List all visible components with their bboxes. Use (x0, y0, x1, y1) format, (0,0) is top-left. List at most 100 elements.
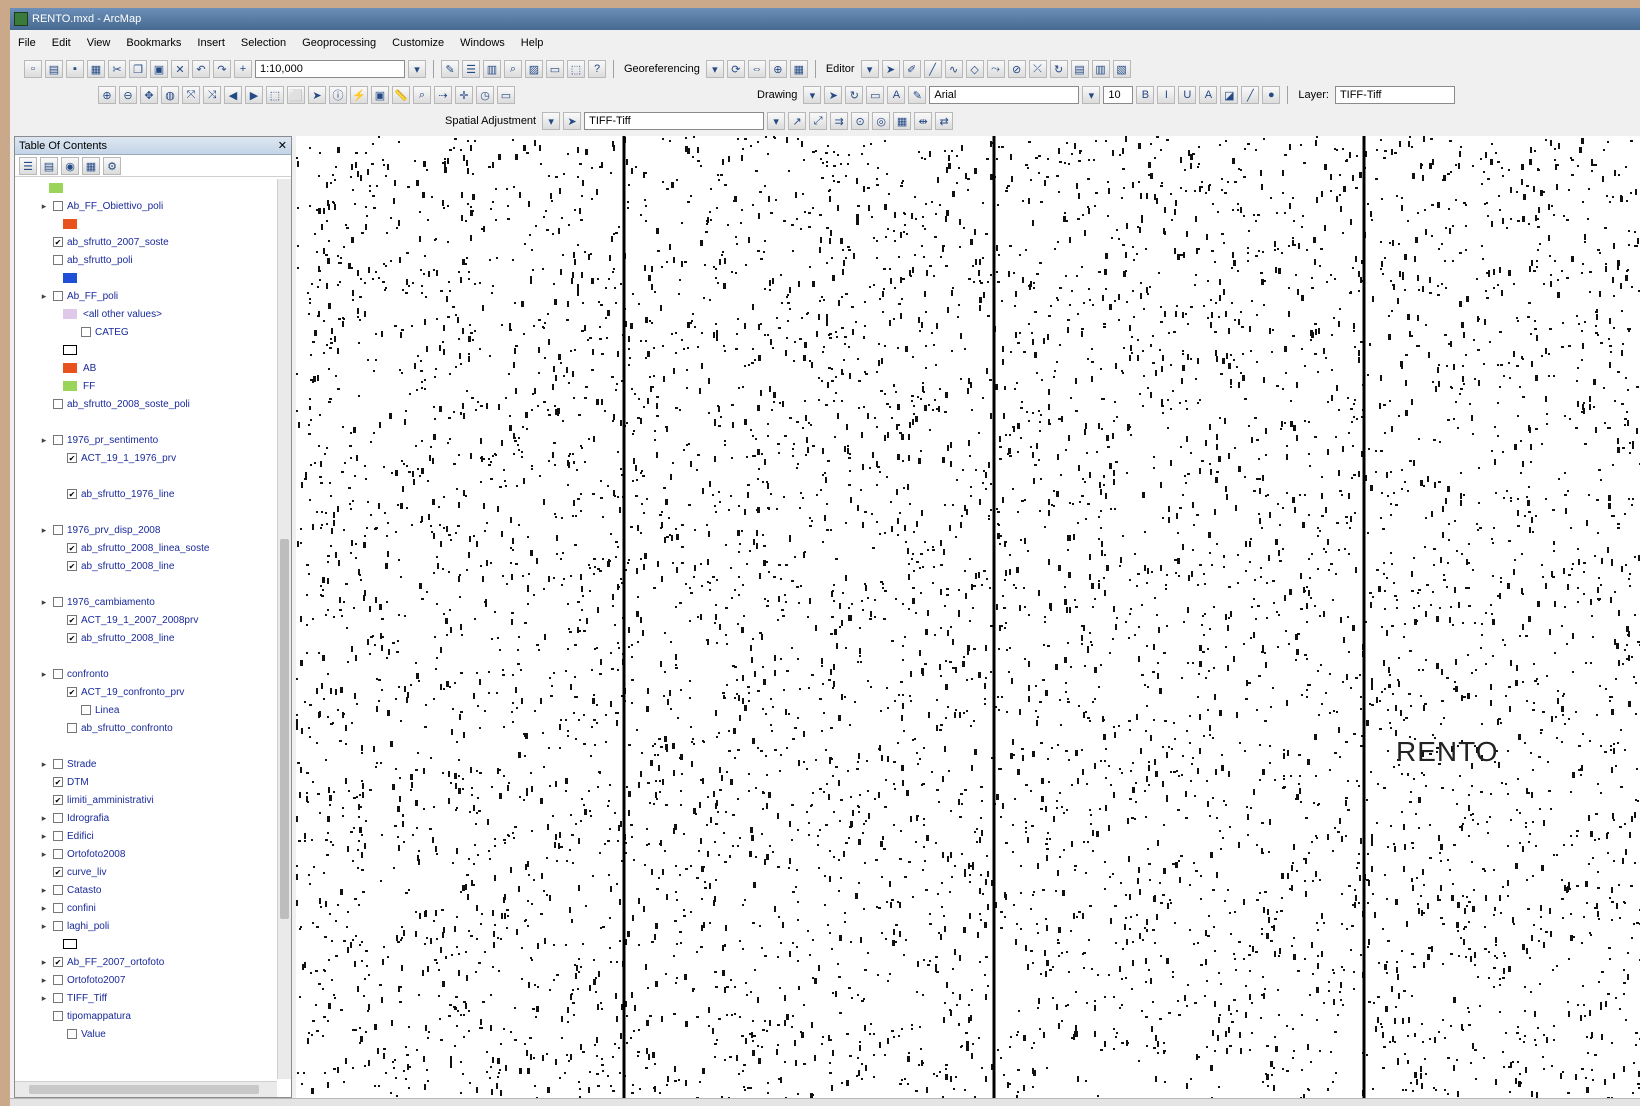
toc-layer-row[interactable]: ▸ Catasto (15, 881, 277, 899)
chevron-down-icon[interactable]: ▾ (705, 60, 724, 78)
layer-visibility-checkbox[interactable] (53, 255, 63, 265)
whats-this-icon[interactable]: ? (588, 60, 606, 78)
toc-layer-row[interactable]: ▸ 1976_pr_sentimento (15, 431, 277, 449)
add-data-icon[interactable]: + (234, 60, 252, 78)
layer-name[interactable]: CATEG (95, 326, 129, 338)
layer-name[interactable]: curve_liv (67, 866, 107, 878)
layer-visibility-checkbox[interactable]: ✔ (67, 615, 77, 625)
toc-layer-row[interactable]: ▸ Strade (15, 755, 277, 773)
attributes-icon[interactable]: ▤ (1070, 60, 1089, 78)
toc-layer-row[interactable]: ▸ ✔ Ab_FF_2007_ortofoto (15, 953, 277, 971)
identify-icon[interactable]: ⓘ (329, 86, 347, 104)
identity-link-icon[interactable]: ⊙ (851, 112, 870, 130)
layer-visibility-checkbox[interactable]: ✔ (53, 795, 63, 805)
toc-layer-row[interactable]: ✔ ab_sfrutto_2008_line (15, 557, 277, 575)
drawing-menu-label[interactable]: Drawing (757, 89, 798, 101)
clear-selection-icon[interactable]: ⬜ (287, 86, 305, 104)
chevron-down-icon[interactable]: ▾ (767, 112, 786, 130)
limited-adjustment-icon[interactable]: ◎ (872, 112, 891, 130)
select-elements-icon[interactable]: ➤ (824, 86, 843, 104)
view-link-table-icon[interactable]: ▦ (893, 112, 912, 130)
list-by-source-icon[interactable]: ▤ (40, 157, 58, 175)
toc-layer-row[interactable]: ▸ laghi_poli (15, 917, 277, 935)
bold-icon[interactable]: B (1136, 86, 1155, 104)
find-icon[interactable]: ⌕ (413, 86, 431, 104)
layer-visibility-checkbox[interactable]: ✔ (67, 453, 77, 463)
layer-visibility-checkbox[interactable] (53, 1011, 63, 1021)
expand-toggle-icon[interactable]: ▸ (41, 920, 47, 931)
layer-combo[interactable]: TIFF-Tiff (1334, 86, 1455, 104)
toc-layer-row[interactable]: ab_sfrutto_confronto (15, 719, 277, 737)
find-route-icon[interactable]: ⇢ (434, 86, 452, 104)
cut-polygons-icon[interactable]: ⊘ (1007, 60, 1026, 78)
hyperlink-icon[interactable]: ⚡ (350, 86, 368, 104)
chevron-down-icon[interactable]: ▾ (542, 112, 561, 130)
layer-name[interactable]: confronto (67, 668, 109, 680)
layer-visibility-checkbox[interactable]: ✔ (67, 543, 77, 553)
italic-icon[interactable]: I (1157, 86, 1176, 104)
toc-layer-row[interactable]: ▸ Idrografia (15, 809, 277, 827)
toc-layer-row[interactable]: FF (15, 377, 277, 395)
modify-link-icon[interactable]: ⤢ (809, 112, 828, 130)
editor-toolbar-icon[interactable]: ✎ (441, 60, 459, 78)
toc-layer-row[interactable]: ab_sfrutto_2008_soste_poli (15, 395, 277, 413)
toc-layer-row[interactable]: ✔ ACT_19_1_1976_prv (15, 449, 277, 467)
layer-visibility-checkbox[interactable] (53, 525, 63, 535)
layer-visibility-checkbox[interactable] (53, 399, 63, 409)
toc-layer-row[interactable] (15, 269, 277, 287)
print-icon[interactable]: ▦ (87, 60, 105, 78)
list-by-drawing-order-icon[interactable]: ☰ (19, 157, 37, 175)
layer-name[interactable]: ACT_19_confronto_prv (81, 686, 185, 698)
chevron-down-icon[interactable]: ▾ (860, 60, 879, 78)
layer-visibility-checkbox[interactable]: ✔ (53, 867, 63, 877)
menu-view[interactable]: View (86, 37, 111, 49)
layer-visibility-checkbox[interactable] (53, 597, 63, 607)
underline-icon[interactable]: U (1178, 86, 1197, 104)
list-by-selection-icon[interactable]: ▦ (82, 157, 100, 175)
chevron-down-icon[interactable]: ▾ (1082, 86, 1101, 104)
expand-toggle-icon[interactable]: ▸ (41, 434, 47, 445)
layer-name[interactable]: 1976_prv_disp_2008 (67, 524, 161, 536)
toc-layer-row[interactable] (15, 935, 277, 953)
back-extent-icon[interactable]: ◀ (224, 86, 242, 104)
edge-match-icon[interactable]: ⇹ (914, 112, 933, 130)
toc-vertical-scrollbar[interactable] (277, 179, 291, 1079)
expand-toggle-icon[interactable]: ▸ (41, 902, 47, 913)
create-features-icon[interactable]: ▧ (1112, 60, 1131, 78)
map-scale-combo[interactable]: 1:10,000 (255, 60, 405, 78)
layer-name[interactable]: Ab_FF_Obiettivo_poli (67, 200, 164, 212)
layer-name[interactable]: Catasto (67, 884, 102, 896)
layer-name[interactable]: TIFF_Tiff (67, 992, 107, 1004)
toc-layer-row[interactable]: ▸ confini (15, 899, 277, 917)
menu-customize[interactable]: Customize (392, 37, 445, 49)
layer-visibility-checkbox[interactable] (53, 201, 63, 211)
expand-toggle-icon[interactable]: ▸ (41, 974, 47, 985)
layer-name[interactable]: Edifici (67, 830, 94, 842)
rectangle-icon[interactable]: ▭ (866, 86, 885, 104)
toc-layer-row[interactable] (15, 413, 277, 431)
layer-visibility-checkbox[interactable]: ✔ (67, 687, 77, 697)
layer-name[interactable]: ab_sfrutto_2008_linea_soste (81, 542, 210, 554)
delete-icon[interactable]: ✕ (171, 60, 189, 78)
map-view[interactable]: RENTO (296, 136, 1640, 1098)
layer-name[interactable]: ACT_19_1_2007_2008prv (81, 614, 199, 626)
layer-visibility-checkbox[interactable] (67, 1029, 77, 1039)
menu-geoprocessing[interactable]: Geoprocessing (302, 37, 377, 49)
layer-symbol-swatch[interactable] (49, 183, 63, 193)
rotate-element-icon[interactable]: ↻ (845, 86, 864, 104)
layer-name[interactable]: Ab_FF_2007_ortofoto (67, 956, 165, 968)
toc-layer-row[interactable]: <all other values> (15, 305, 277, 323)
toc-layer-row[interactable] (15, 737, 277, 755)
layer-visibility-checkbox[interactable]: ✔ (53, 957, 63, 967)
layer-name[interactable]: Ab_FF_poli (67, 290, 119, 302)
edit-tool-icon[interactable]: ➤ (881, 60, 900, 78)
edit-vertices-icon[interactable]: ◇ (965, 60, 984, 78)
toc-layer-row[interactable]: ✔ curve_liv (15, 863, 277, 881)
expand-toggle-icon[interactable]: ▸ (41, 200, 47, 211)
layer-symbol-swatch[interactable] (63, 363, 77, 373)
toc-layer-row[interactable]: ✔ ab_sfrutto_2007_soste (15, 233, 277, 251)
toc-layer-row[interactable]: ▸ confronto (15, 665, 277, 683)
open-folder-icon[interactable]: ▤ (45, 60, 63, 78)
toc-layer-row[interactable] (15, 503, 277, 521)
layer-visibility-checkbox[interactable] (53, 885, 63, 895)
